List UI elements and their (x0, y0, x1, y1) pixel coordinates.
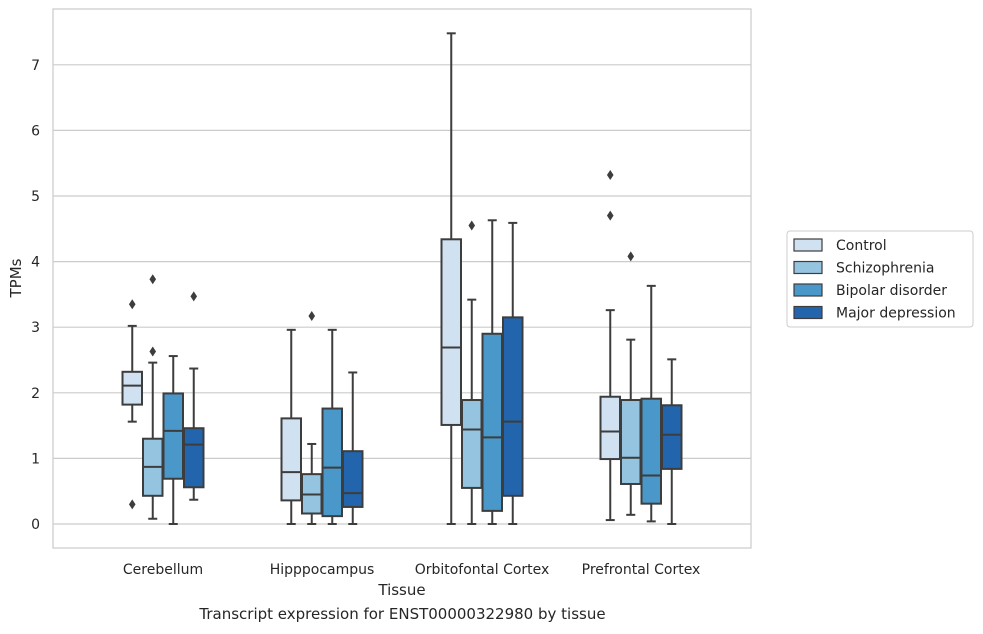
outlier-point (308, 311, 316, 322)
box-body (162, 392, 184, 480)
x-axis-label: Tissue (377, 581, 425, 599)
box-body (661, 404, 683, 470)
outlier-point (128, 499, 136, 510)
box-body (620, 399, 642, 485)
legend-swatch (793, 305, 823, 320)
legend-swatch (793, 238, 823, 252)
box-body (321, 407, 343, 518)
box-control (280, 328, 302, 525)
box-bipolar-disorder (321, 328, 343, 525)
outlier-point (128, 299, 136, 310)
x-tick-label: Orbitofontal Cortex (415, 562, 550, 578)
box-control (599, 170, 621, 522)
box-body (183, 427, 205, 489)
box-body (599, 395, 621, 461)
y-tick-label-7: 7 (31, 58, 40, 74)
legend-label: Bipolar disorder (836, 283, 947, 299)
box-body (280, 417, 302, 502)
box-plot-chart: 0 1 2 3 4 5 6 7 Cerebellum Hipppocampus Orbitofon… (7, 8, 974, 599)
y-tick-label-1: 1 (31, 451, 40, 467)
legend: Control Schizophrenia Bipolar disorder Majo… (786, 230, 974, 328)
box-major-depression (661, 358, 683, 525)
box-bipolar-disorder (481, 219, 503, 525)
box-body (461, 399, 483, 489)
box-schizophrenia (142, 274, 164, 520)
outlier-point (606, 170, 614, 181)
legend-frame (786, 230, 974, 328)
box-bipolar-disorder (162, 355, 184, 525)
y-axis-label: TPMs (7, 258, 25, 298)
y-tick-label-3: 3 (31, 320, 40, 336)
box-control (440, 32, 462, 525)
box-body (342, 450, 364, 508)
y-tick-label-6: 6 (31, 123, 40, 139)
box-major-depression (502, 221, 524, 525)
legend-label: Major depression (836, 306, 956, 322)
x-tick-labels: Cerebellum Hipppocampus Orbitofontal Corte… (123, 562, 700, 578)
outlier-point (190, 291, 198, 302)
box-schizophrenia (461, 220, 483, 525)
y-tick-labels: 0 1 2 3 4 5 6 7 (31, 58, 40, 533)
chart-caption: Transcript expression for ENST0000032298… (199, 605, 606, 623)
legend-label: Schizophrenia (836, 261, 934, 277)
box-major-depression (183, 291, 205, 501)
legend-swatch (793, 283, 823, 297)
box-series (121, 32, 683, 525)
legend-swatch (793, 260, 823, 275)
x-tick-label: Cerebellum (123, 562, 203, 578)
y-tick-label-5: 5 (31, 189, 40, 205)
y-tick-label-4: 4 (31, 255, 40, 271)
x-tick-label: Prefrontal Cortex (582, 562, 701, 578)
outlier-point (627, 251, 635, 262)
box-control (121, 299, 143, 510)
y-tick-label-0: 0 (31, 517, 40, 533)
plot-area-frame (52, 8, 752, 549)
box-body (121, 370, 143, 406)
box-schizophrenia (301, 311, 323, 525)
outlier-point (468, 220, 476, 231)
x-tick-label: Hipppocampus (270, 562, 375, 578)
box-body (481, 332, 503, 512)
box-schizophrenia (620, 251, 642, 516)
outlier-point (606, 210, 614, 221)
box-bipolar-disorder (640, 284, 662, 523)
box-body (440, 238, 462, 426)
box-body (640, 397, 662, 505)
box-body (502, 316, 524, 497)
y-tick-label-2: 2 (31, 386, 40, 402)
outlier-point (149, 346, 157, 357)
legend-label: Control (836, 238, 887, 254)
outlier-point (149, 274, 157, 285)
box-major-depression (342, 371, 364, 525)
